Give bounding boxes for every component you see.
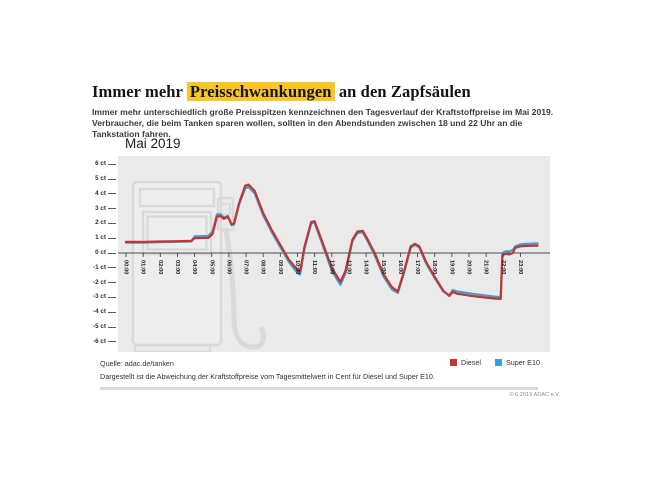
x-axis-label: 16:00	[397, 260, 403, 274]
series-line-super-e10	[124, 186, 539, 299]
y-axis-tick	[108, 267, 116, 269]
y-axis-tick	[108, 208, 116, 210]
x-axis-label: 01:00	[140, 260, 146, 274]
title-prefix: Immer mehr	[92, 82, 183, 101]
y-axis-tick	[108, 222, 116, 225]
x-axis-label: 13:00	[345, 260, 351, 274]
x-axis-label: 17:00	[414, 260, 420, 274]
footer-divider	[100, 387, 538, 390]
y-axis-tick	[108, 178, 116, 180]
y-axis-label: -1 ct	[93, 263, 106, 271]
y-axis-tick	[108, 163, 116, 165]
y-axis-label: -6 ct	[93, 337, 106, 345]
y-axis-label: 3 ct	[95, 204, 106, 212]
x-axis-label: 23:00	[517, 260, 523, 274]
x-axis-label: 10:00	[294, 260, 300, 274]
page-title: Immer mehr Preisschwankungen an den Zapf…	[92, 82, 562, 102]
y-axis-label: -3 ct	[93, 293, 106, 301]
legend-label-super-e10: Super E10	[505, 358, 540, 367]
subtitle-line-2: Verbraucher, die beim Tanken sparen woll…	[92, 118, 523, 140]
source-note: Quelle: adac.de/tanken	[100, 359, 174, 368]
legend-item-super-e10: Super E10	[494, 358, 540, 367]
legend-label-diesel: Diesel	[461, 358, 481, 367]
y-axis-label: -2 ct	[93, 278, 106, 286]
x-axis-label: 06:00	[225, 260, 231, 274]
x-axis-label: 03:00	[174, 260, 180, 274]
y-axis-tick	[108, 193, 116, 195]
super-e10-color-swatch	[494, 359, 502, 366]
y-axis-tick	[108, 311, 116, 313]
series-line-diesel	[124, 183, 539, 300]
plot-area: 00:00 01:00 02:00 03:00 04:00 05:00 06:00 07:00…	[118, 156, 550, 352]
x-axis-label: 11:00	[311, 260, 317, 274]
legend-item-diesel: Diesel	[450, 358, 481, 367]
x-axis-label: 07:00	[243, 260, 249, 274]
copyright: © 6.2019 ADAC e.V.	[509, 392, 560, 398]
chart-description: Dargestellt ist die Abweichung der Kraft…	[100, 372, 435, 381]
x-axis-label: 05:00	[208, 260, 214, 274]
x-axis-label: 14:00	[363, 260, 369, 274]
title-suffix: an den Zapfsäulen	[338, 82, 471, 101]
fuel-pump-watermark-icon	[131, 180, 266, 352]
x-axis-label: 18:00	[431, 260, 437, 274]
y-axis-tick	[108, 341, 116, 343]
x-axis-label: 02:00	[157, 260, 163, 274]
y-axis-label: 2 ct	[95, 219, 106, 227]
x-axis-label: 12:00	[328, 260, 334, 274]
x-axis-label: 04:00	[191, 260, 197, 274]
diesel-color-swatch	[450, 359, 457, 366]
x-axis-label: 08:00	[260, 260, 266, 274]
x-axis-label: 22:00	[500, 260, 506, 274]
y-axis-tick	[108, 237, 116, 239]
chart-title: Mai 2019	[125, 136, 181, 151]
y-axis-tick	[108, 282, 116, 284]
y-axis-label: 6 ct	[95, 160, 106, 168]
price-chart: 00:00 01:00 02:00 03:00 04:00 05:00 06:00 07:00…	[118, 183, 550, 300]
y-axis-label: -4 ct	[93, 308, 106, 316]
y-axis-label: 4 ct	[95, 189, 106, 197]
y-axis-tick	[108, 326, 116, 328]
header: Immer mehr Preisschwankungen an den Zapf…	[92, 82, 562, 141]
x-axis-label: 15:00	[380, 260, 386, 274]
y-axis-label: 0 ct	[95, 249, 106, 256]
y-axis-label: 1 ct	[95, 234, 106, 242]
chart-legend: Diesel Super E10	[450, 358, 540, 367]
x-axis-label: 00:00	[123, 260, 129, 274]
y-axis-tick	[108, 296, 116, 299]
y-axis-label: 5 ct	[95, 175, 106, 182]
title-highlight: Preisschwankungen	[186, 82, 335, 101]
y-axis-tick	[108, 252, 116, 254]
x-axis-label: 09:00	[277, 260, 283, 274]
x-axis-label: 21:00	[483, 260, 489, 274]
x-axis-label: 20:00	[466, 260, 472, 274]
y-axis-label: -5 ct	[93, 323, 106, 330]
subtitle-line-1: Immer mehr unterschiedlich große Preissp…	[92, 107, 554, 117]
x-axis-label: 19:00	[448, 260, 454, 274]
